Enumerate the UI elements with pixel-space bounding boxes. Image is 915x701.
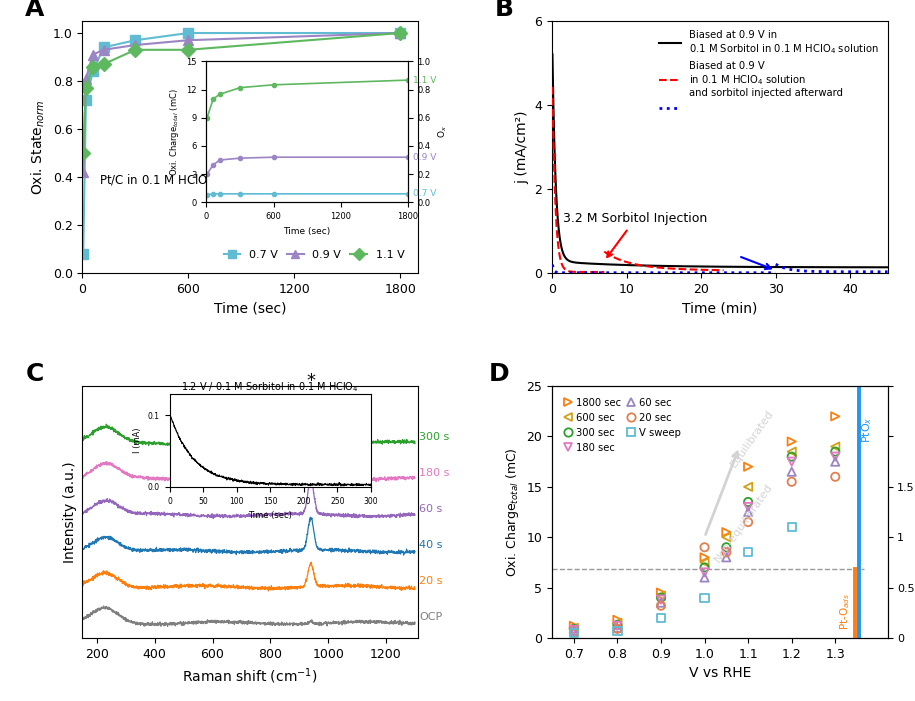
- Text: 20 s: 20 s: [419, 576, 443, 585]
- Text: D: D: [489, 362, 509, 386]
- Point: [610, 622, 625, 634]
- Legend: 0.7 V, 0.9 V, 1.1 V: 0.7 V, 0.9 V, 1.1 V: [219, 246, 409, 265]
- Point: [784, 522, 799, 533]
- Text: B: B: [495, 0, 514, 21]
- Point: [697, 562, 712, 573]
- Point: [828, 456, 843, 468]
- Point: [610, 623, 625, 634]
- Text: C: C: [26, 362, 44, 386]
- Point: [697, 542, 712, 553]
- Legend: Biased at 0.9 V in
0.1 M Sorbitol in 0.1 M HClO$_4$ solution, Biased at 0.9 V
in: Biased at 0.9 V in 0.1 M Sorbitol in 0.1…: [655, 26, 883, 117]
- Point: [610, 619, 625, 630]
- Point: [653, 587, 668, 598]
- Y-axis label: Oxi. State$_{norm}$: Oxi. State$_{norm}$: [29, 99, 47, 195]
- Point: [741, 547, 756, 558]
- Point: [828, 451, 843, 462]
- Text: Pt/C in 0.1 M HClO$_4$: Pt/C in 0.1 M HClO$_4$: [99, 172, 214, 189]
- Point: [828, 441, 843, 452]
- Y-axis label: Oxi. Charge$_{total}$ (mC): Oxi. Charge$_{total}$ (mC): [504, 447, 521, 577]
- Point: [653, 597, 668, 608]
- Point: [653, 594, 668, 605]
- Y-axis label: Intensity (a.u.): Intensity (a.u.): [63, 461, 77, 563]
- Point: [784, 451, 799, 462]
- Point: [784, 456, 799, 468]
- Point: [741, 481, 756, 492]
- Point: [653, 600, 668, 611]
- Text: 60 s: 60 s: [419, 503, 443, 514]
- Point: [610, 617, 625, 628]
- Text: *: *: [307, 372, 316, 390]
- Text: Pt-O$_{ads}$: Pt-O$_{ads}$: [838, 592, 852, 629]
- Text: 40 s: 40 s: [419, 540, 443, 550]
- Point: [566, 627, 581, 639]
- Legend: 1800 sec, 600 sec, 300 sec, 180 sec, 60 sec, 20 sec, V sweep: 1800 sec, 600 sec, 300 sec, 180 sec, 60 …: [560, 394, 684, 456]
- Point: [828, 411, 843, 422]
- Point: [610, 620, 625, 632]
- Text: 300 s: 300 s: [419, 432, 449, 442]
- Y-axis label: j (mA/cm²): j (mA/cm²): [515, 110, 529, 184]
- X-axis label: Time (min): Time (min): [682, 301, 758, 315]
- Point: [741, 506, 756, 517]
- X-axis label: V vs RHE: V vs RHE: [689, 666, 751, 680]
- Text: 3.2 M Sorbitol Injection: 3.2 M Sorbitol Injection: [564, 212, 707, 257]
- Y-axis label: O$_x$: O$_x$: [436, 125, 449, 138]
- Point: [566, 623, 581, 634]
- Point: [697, 592, 712, 604]
- Text: A: A: [26, 0, 45, 21]
- Point: [828, 446, 843, 457]
- Point: [828, 471, 843, 482]
- Point: [697, 557, 712, 568]
- Text: PtO$_x$: PtO$_x$: [860, 416, 875, 443]
- Point: [697, 572, 712, 583]
- Point: [719, 547, 734, 558]
- Point: [719, 526, 734, 538]
- Point: [741, 517, 756, 528]
- Point: [566, 625, 581, 636]
- Point: [784, 466, 799, 477]
- Point: [741, 496, 756, 508]
- Point: [566, 625, 581, 637]
- Point: [741, 501, 756, 512]
- Text: OCP: OCP: [419, 612, 443, 622]
- X-axis label: Time (sec): Time (sec): [214, 301, 286, 315]
- Point: [784, 436, 799, 447]
- Point: [719, 552, 734, 563]
- Point: [719, 547, 734, 558]
- Point: [566, 622, 581, 634]
- Text: Equilibrated: Equilibrated: [729, 408, 776, 469]
- Point: [653, 612, 668, 623]
- Text: Non-equilibrated: Non-equilibrated: [713, 482, 775, 564]
- Point: [697, 567, 712, 578]
- Point: [653, 592, 668, 604]
- Point: [741, 461, 756, 472]
- Point: [719, 542, 734, 553]
- Point: [566, 620, 581, 632]
- Point: [697, 552, 712, 563]
- Point: [610, 614, 625, 625]
- Point: [719, 531, 734, 543]
- Point: [784, 446, 799, 457]
- Text: 180 s: 180 s: [419, 468, 449, 477]
- Point: [653, 590, 668, 601]
- Point: [610, 625, 625, 637]
- Point: [784, 476, 799, 487]
- X-axis label: Raman shift (cm$^{-1}$): Raman shift (cm$^{-1}$): [182, 666, 318, 686]
- Point: [566, 627, 581, 639]
